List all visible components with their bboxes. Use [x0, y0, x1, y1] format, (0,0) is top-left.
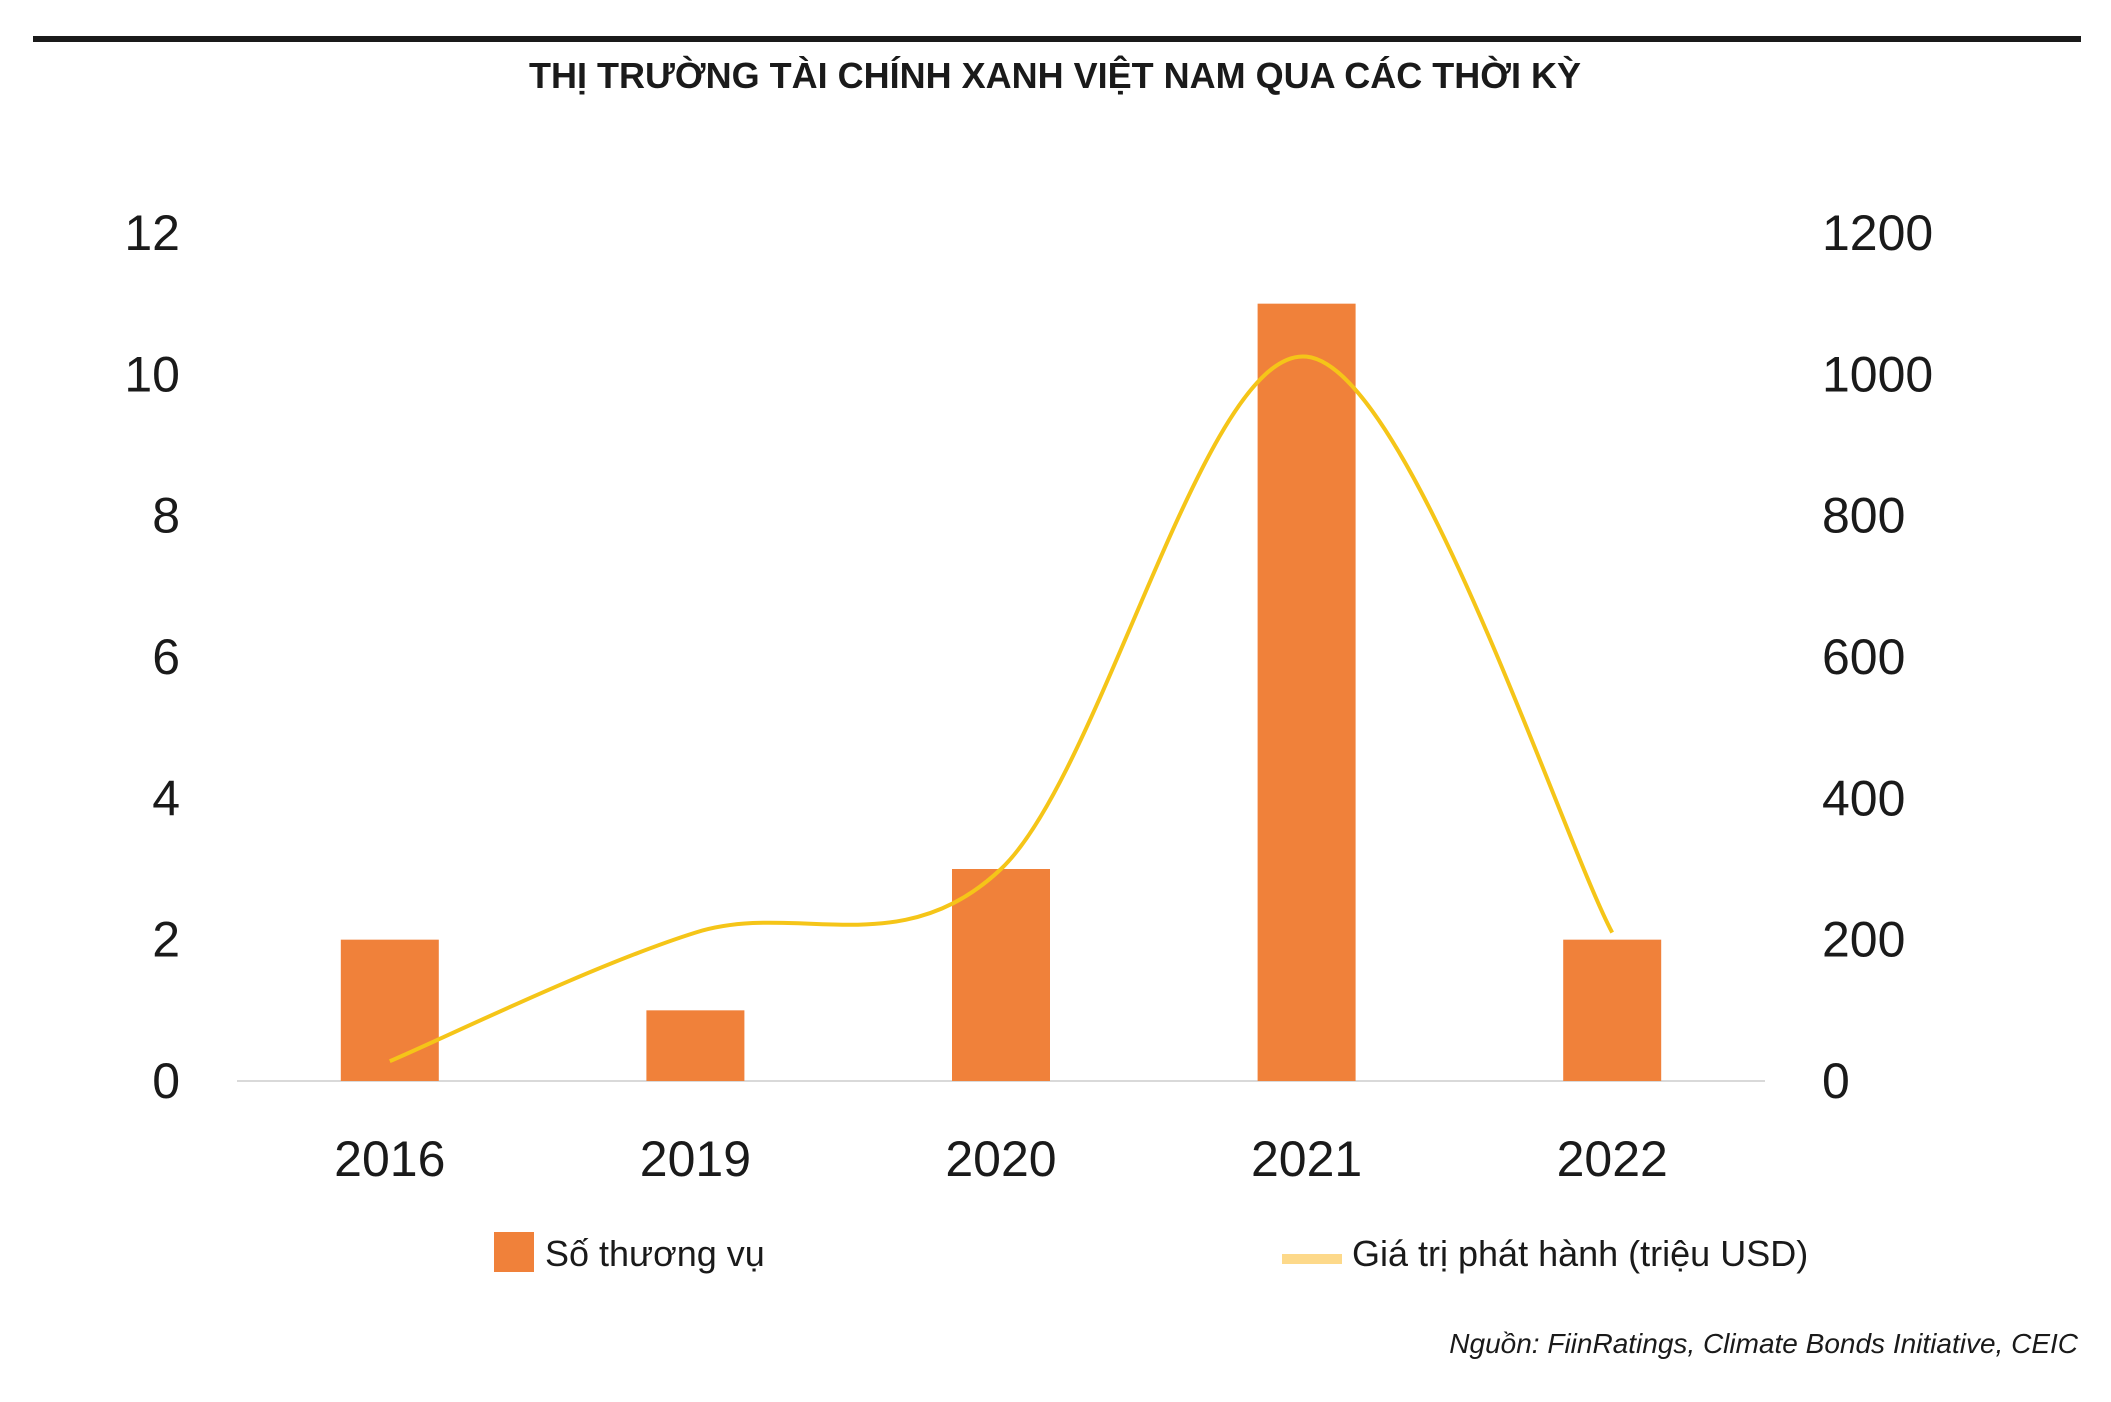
chart-title: THỊ TRƯỜNG TÀI CHÍNH XANH VIỆT NAM QUA C…: [529, 54, 1581, 96]
y-left-tick-label: 4: [152, 770, 180, 826]
y-left-tick-label: 8: [152, 488, 180, 544]
y-right-tick-label: 400: [1822, 770, 1905, 826]
x-tick-label: 2020: [945, 1131, 1056, 1187]
legend-line-swatch: [1282, 1254, 1342, 1264]
legend-line-label: Giá trị phát hành (triệu USD): [1352, 1233, 1808, 1274]
y-left-tick-label: 12: [124, 205, 180, 261]
y-right-tick-label: 0: [1822, 1053, 1850, 1109]
bar-series: [341, 304, 1661, 1081]
x-tick-label: 2016: [334, 1131, 445, 1187]
x-tick-label: 2021: [1251, 1131, 1362, 1187]
y-left-tick-label: 6: [152, 629, 180, 685]
y-left-tick-label: 0: [152, 1053, 180, 1109]
legend-bar-swatch: [494, 1232, 534, 1272]
y-right-tick-label: 600: [1822, 629, 1905, 685]
bar: [646, 1010, 744, 1081]
x-tick-label: 2019: [640, 1131, 751, 1187]
top-rule: [33, 36, 2081, 42]
legend: Số thương vụ Giá trị phát hành (triệu USD…: [494, 1232, 1808, 1274]
y-right-tick-label: 1200: [1822, 205, 1933, 261]
legend-bar-label: Số thương vụ: [545, 1233, 765, 1274]
y-right-tick-label: 200: [1822, 912, 1905, 968]
bar: [1258, 304, 1356, 1081]
y-left-tick-label: 10: [124, 346, 180, 402]
source-note: Nguồn: FiinRatings, Climate Bonds Initia…: [1449, 1328, 2078, 1359]
y-right-tick-label: 1000: [1822, 346, 1933, 402]
bar: [1563, 940, 1661, 1081]
y-left-tick-label: 2: [152, 912, 180, 968]
y-right-tick-label: 800: [1822, 488, 1905, 544]
x-tick-label: 2022: [1557, 1131, 1668, 1187]
bar: [952, 869, 1050, 1081]
